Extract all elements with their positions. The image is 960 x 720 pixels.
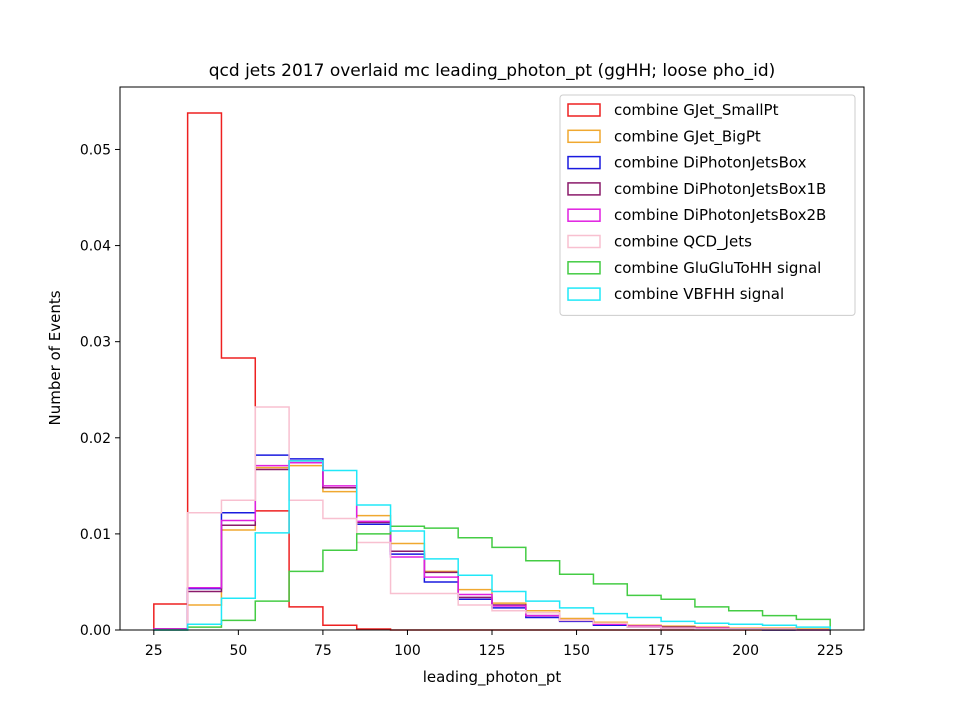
legend-label-4: combine DiPhotonJetsBox2B — [614, 206, 826, 224]
legend-swatch-6 — [567, 261, 601, 275]
x-tick-label-0: 25 — [145, 643, 163, 659]
x-axis: 25 50 75 100 125 150 175 200 225 — [145, 630, 844, 659]
series-step-6 — [153, 525, 831, 631]
x-tick-label-8: 225 — [817, 643, 844, 659]
chart-title: qcd jets 2017 overlaid mc leading_photon… — [209, 61, 776, 81]
y-tick-label-4: 0.04 — [80, 239, 111, 255]
y-tick-label-5: 0.05 — [80, 142, 111, 158]
legend-label-0: combine GJet_SmallPt — [614, 101, 779, 120]
legend-swatch-1 — [567, 129, 601, 144]
legend-label-5: combine QCD_Jets — [614, 233, 752, 252]
legend-swatch-2 — [567, 155, 601, 170]
y-tick-label-1: 0.01 — [80, 527, 111, 543]
series-step-5 — [153, 406, 831, 631]
x-tick-label-3: 100 — [394, 643, 421, 659]
legend-frame — [559, 94, 856, 316]
legend-label-6: combine GluGluToHH signal — [614, 259, 821, 277]
y-tick-label-2: 0.02 — [80, 431, 111, 447]
legend-label-2: combine DiPhotonJetsBox — [614, 154, 807, 172]
y-tick-label-3: 0.03 — [80, 335, 111, 351]
x-axis-label: leading_photon_pt — [423, 668, 562, 687]
x-tick-label-2: 75 — [314, 643, 332, 659]
legend-swatch-0 — [567, 103, 601, 117]
legend-label-3: combine DiPhotonJetsBox1B — [614, 180, 826, 198]
legend-swatch-4 — [567, 208, 601, 222]
legend-swatch-5 — [567, 234, 601, 249]
x-tick-label-1: 50 — [229, 643, 247, 659]
x-tick-label-4: 125 — [479, 643, 506, 659]
x-tick-label-5: 150 — [563, 643, 590, 659]
series-step-7 — [153, 460, 831, 631]
legend-swatch-7 — [567, 287, 601, 301]
x-tick-label-6: 175 — [648, 643, 675, 659]
legend-label-7: combine VBFHH signal — [614, 285, 784, 303]
y-axis: 0.00 0.01 0.02 0.03 0.04 0.05 — [80, 142, 120, 639]
x-tick-label-7: 200 — [732, 643, 759, 659]
y-tick-label-0: 0.00 — [80, 623, 111, 639]
legend-swatch-3 — [567, 182, 601, 196]
legend-label-1: combine GJet_BigPt — [614, 127, 761, 146]
y-axis-label: Number of Events — [46, 290, 64, 425]
